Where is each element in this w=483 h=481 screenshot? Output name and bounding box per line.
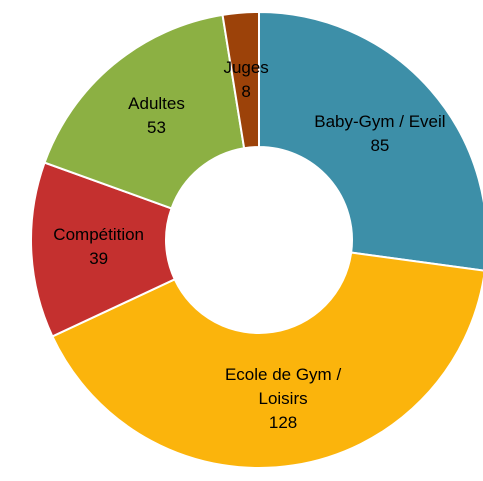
slice	[258, 10, 483, 272]
label-value: 39	[89, 249, 109, 269]
slice	[51, 251, 483, 469]
slice	[43, 13, 246, 210]
data-label: Baby-Gym / Eveil 85	[305, 110, 455, 158]
slice	[30, 161, 177, 338]
label-name: Ecole de Gym / Loisirs	[224, 364, 342, 408]
label-value: 85	[370, 136, 390, 156]
data-label: Juges 8	[171, 56, 321, 104]
label-value: 53	[147, 118, 166, 138]
data-label: Compétition 39	[24, 223, 174, 271]
slice	[221, 10, 260, 150]
label-name: Baby-Gym / Eveil	[314, 112, 446, 132]
label-name: Compétition	[53, 225, 145, 245]
data-label: Adultes 53	[82, 92, 232, 140]
label-name: Adultes	[128, 94, 185, 114]
label-value: 8	[241, 82, 251, 102]
data-label: Ecole de Gym / Loisirs 128	[208, 363, 358, 435]
label-name: Juges	[223, 58, 269, 78]
label-value: 128	[268, 412, 298, 432]
